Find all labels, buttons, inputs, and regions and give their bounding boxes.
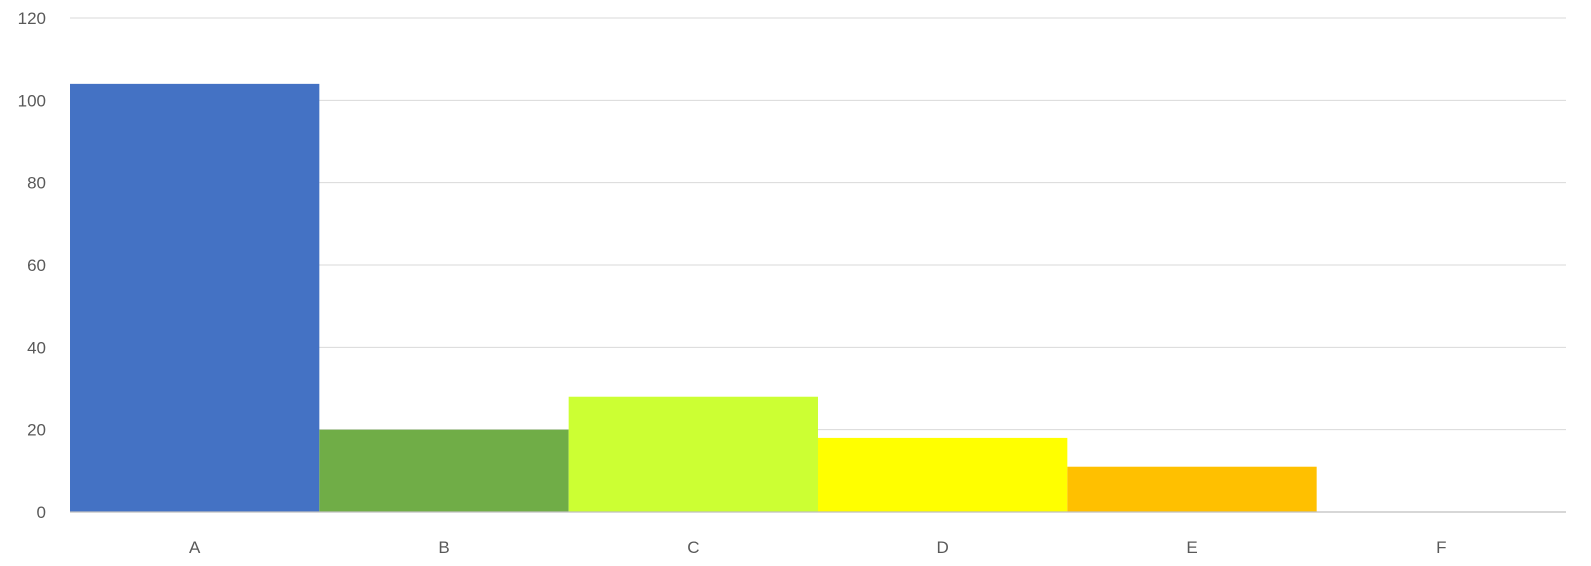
y-tick-label: 40 [27,338,46,357]
x-tick-label: D [937,538,949,557]
x-tick-label: A [189,538,201,557]
y-tick-label: 80 [27,174,46,193]
bar-d [818,437,1068,512]
y-tick-label: 20 [27,421,46,440]
y-tick-label: 0 [37,503,46,522]
y-tick-label: 100 [18,91,46,110]
y-tick-labels: 0 20 40 60 80 100 120 [18,9,46,522]
bar-a [70,83,320,512]
bar-b [319,429,569,512]
bars [70,83,1317,512]
x-tick-label: E [1186,538,1197,557]
bar-c [568,396,818,512]
y-tick-label: 60 [27,256,46,275]
x-tick-label: C [687,538,699,557]
gridlines [70,17,1566,431]
x-tick-label: F [1436,538,1446,557]
x-tick-labels: A B C D E F [189,538,1447,557]
bar-e [1067,466,1317,512]
y-tick-label: 120 [18,9,46,28]
x-tick-label: B [438,538,449,557]
